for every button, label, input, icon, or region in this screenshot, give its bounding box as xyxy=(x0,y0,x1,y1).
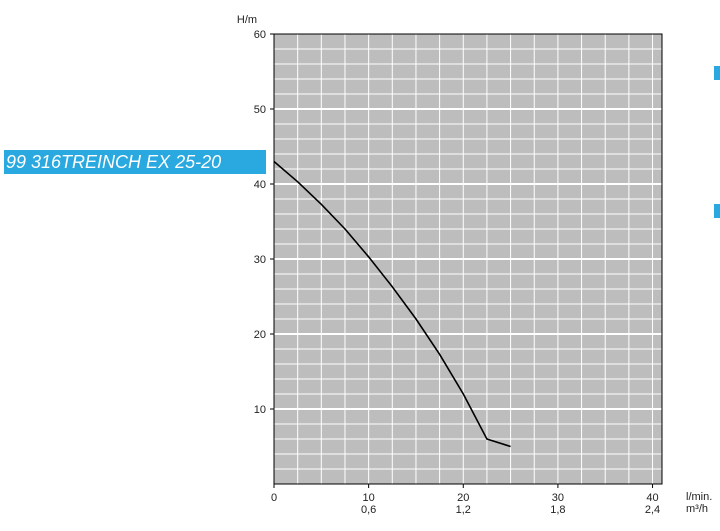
y-tick-label: 10 xyxy=(254,404,266,416)
x-tick-label: 30 xyxy=(552,492,564,504)
grid xyxy=(274,34,662,484)
x-tick-sublabel: 1,8 xyxy=(550,504,565,516)
x-tick-sublabel: 2,4 xyxy=(645,504,660,516)
pump-curve-line xyxy=(273,160,511,448)
y-tick-label: 60 xyxy=(254,29,266,41)
y-axis-label: H/m xyxy=(237,14,257,26)
y-tick-label: 50 xyxy=(254,104,266,116)
y-tick-label: 40 xyxy=(254,179,266,191)
side-marker-2 xyxy=(714,204,720,218)
x-tick-label: 10 xyxy=(363,492,375,504)
x-tick-sublabel: 1,2 xyxy=(456,504,471,516)
y-tick-label: 30 xyxy=(254,254,266,266)
y-tick-label: 20 xyxy=(254,329,266,341)
x-tick-label: 40 xyxy=(646,492,658,504)
axes xyxy=(270,33,663,488)
x-tick-sublabel: 0,6 xyxy=(361,504,376,516)
x-axis-label-flow-m3h: m³/h xyxy=(686,503,708,515)
x-tick-label: 0 xyxy=(271,492,277,504)
model-label: 99 316TREINCH EX 25-20 xyxy=(4,150,266,174)
series xyxy=(273,160,511,448)
x-tick-label: 20 xyxy=(457,492,469,504)
side-marker-1 xyxy=(714,66,720,80)
x-axis-label-flow-lmin: l/min. xyxy=(686,491,712,503)
